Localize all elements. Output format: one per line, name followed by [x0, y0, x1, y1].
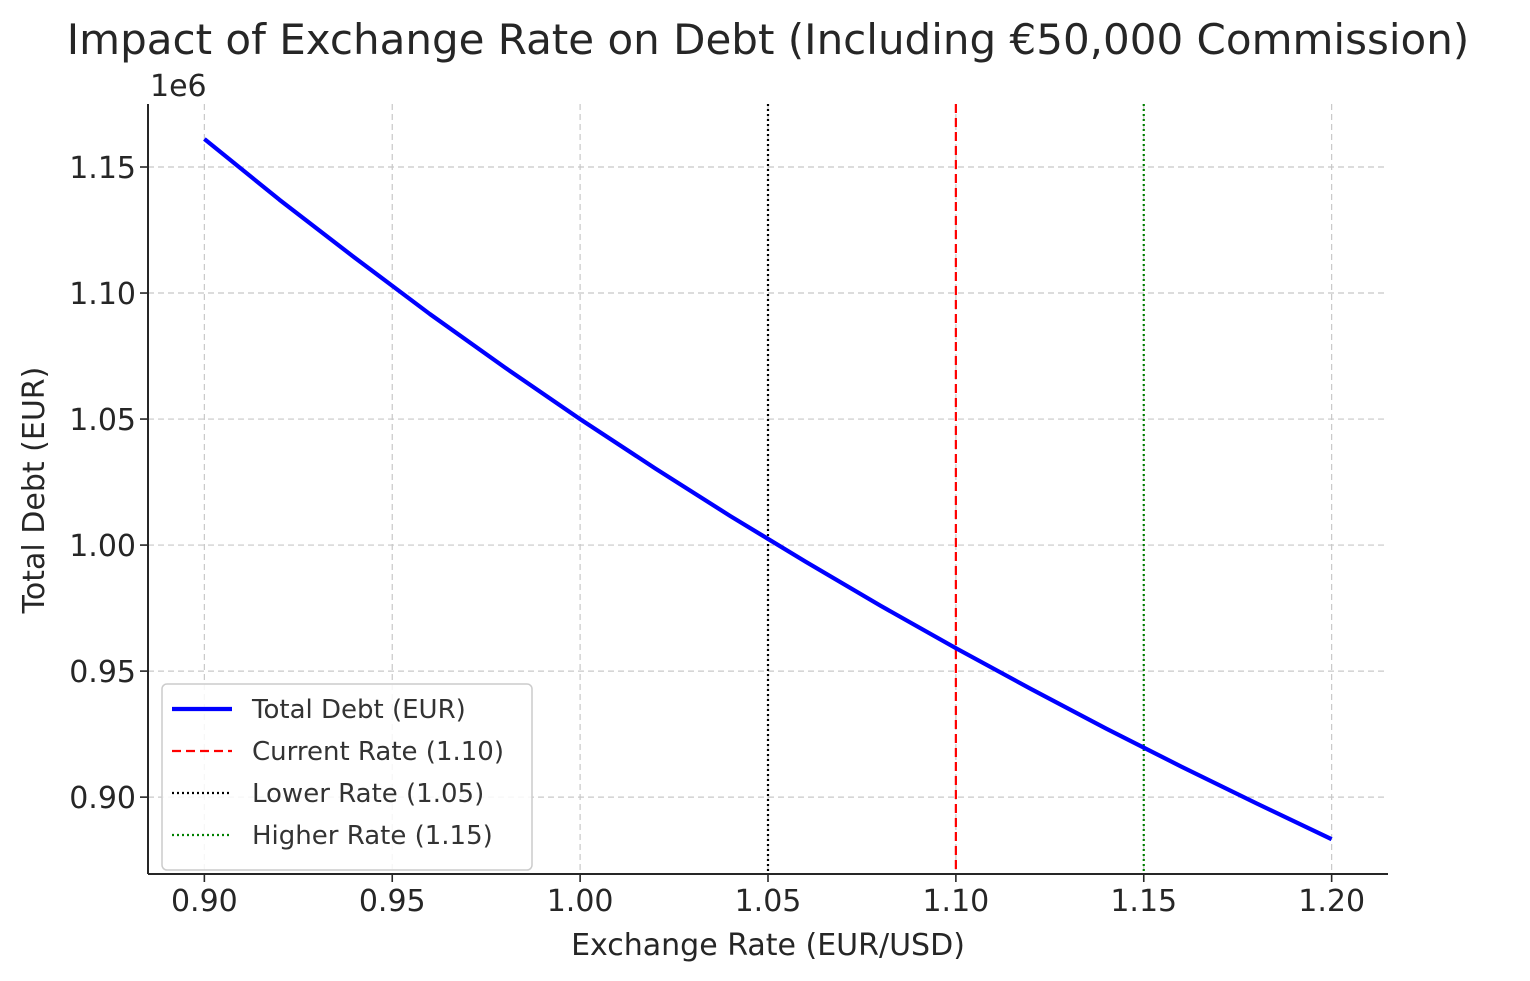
- y-tick-label: 0.90: [69, 781, 136, 816]
- x-axis-label: Exchange Rate (EUR/USD): [571, 928, 965, 963]
- x-tick-label: 0.95: [359, 884, 426, 919]
- series-line: [203, 137, 1333, 842]
- y-axis-label: Total Debt (EUR): [17, 367, 52, 615]
- y-tick-label: 1.10: [69, 277, 136, 312]
- legend: Total Debt (EUR) Current Rate (1.10) Lower…: [161, 683, 533, 871]
- x-axis-ticks: 0.90 0.95 1.00 1.05 1.10 1.15 1.20: [171, 874, 1365, 919]
- x-tick-label: 1.05: [735, 884, 802, 919]
- x-tick-label: 1.10: [922, 884, 989, 919]
- y-tick-label: 1.05: [69, 403, 136, 438]
- series-layer: [203, 137, 1333, 842]
- legend-label: Current Rate (1.10): [252, 737, 504, 767]
- legend-label: Higher Rate (1.15): [252, 821, 493, 851]
- legend-label: Total Debt (EUR): [251, 695, 466, 725]
- x-tick-label: 0.90: [171, 884, 238, 919]
- y-tick-label: 1.00: [69, 529, 136, 564]
- x-tick-label: 1.20: [1298, 884, 1365, 919]
- legend-label: Lower Rate (1.05): [252, 779, 484, 809]
- y-tick-label: 1.15: [69, 151, 136, 186]
- chart-title: Impact of Exchange Rate on Debt (Includi…: [67, 15, 1469, 64]
- legend-box: [161, 683, 533, 871]
- x-tick-label: 1.00: [547, 884, 614, 919]
- x-tick-label: 1.15: [1110, 884, 1177, 919]
- y-axis-ticks: 0.90 0.95 1.00 1.05 1.10 1.15: [69, 151, 148, 816]
- y-offset-label: 1e6: [150, 69, 207, 104]
- y-tick-label: 0.95: [69, 655, 136, 690]
